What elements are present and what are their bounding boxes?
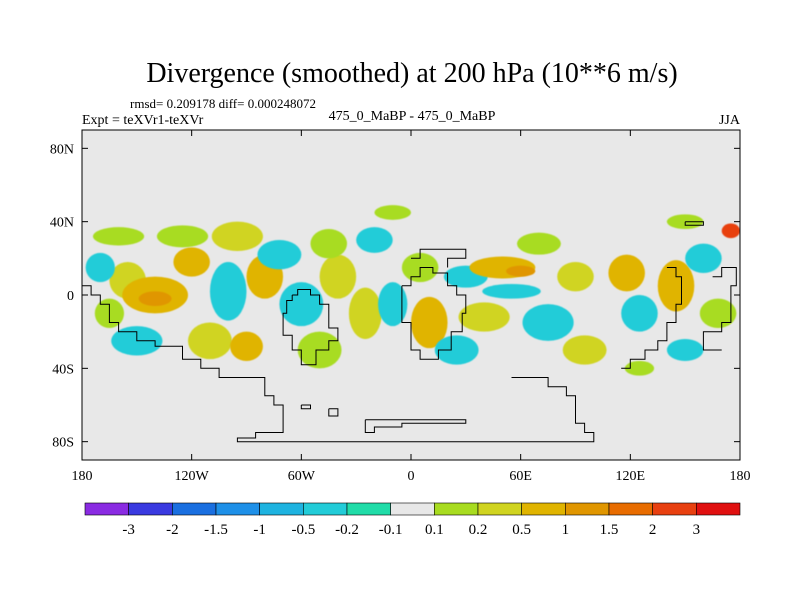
coastline — [411, 248, 467, 268]
colorbar-swatch — [477, 502, 522, 516]
field-blob — [557, 262, 594, 292]
field-blob — [356, 227, 393, 253]
field-blob — [434, 335, 479, 365]
field-blob — [411, 296, 448, 349]
field-blob — [92, 227, 145, 246]
colorbar-swatch — [172, 502, 217, 516]
field-blob — [506, 265, 536, 277]
field-blob — [608, 254, 645, 292]
y-tick-label: 40N — [50, 216, 74, 231]
colorbar-swatch — [215, 502, 260, 516]
x-tick-label: 60E — [509, 469, 532, 484]
colorbar-swatch — [565, 502, 610, 516]
colorbar-swatch — [346, 502, 391, 516]
field-blob — [279, 282, 324, 327]
colorbar-label: -3 — [122, 522, 135, 538]
coastline — [82, 285, 595, 443]
coastline — [702, 267, 737, 351]
field-blob — [562, 335, 607, 365]
coastline — [282, 289, 339, 366]
field-blob — [188, 322, 232, 360]
field-blob — [211, 221, 263, 251]
field-blob — [624, 361, 655, 376]
colorbar-swatch — [303, 502, 348, 516]
divergence-field — [85, 205, 740, 376]
colorbar-swatch — [128, 502, 173, 516]
x-tick-label: 120E — [616, 469, 646, 484]
colorbar-label: 1.5 — [600, 522, 619, 538]
field-blob — [310, 229, 348, 259]
colorbar-swatch — [652, 502, 697, 516]
field-blob — [517, 232, 561, 255]
x-tick-label: 0 — [408, 469, 415, 484]
case-label: 475_0_MaBP - 475_0_MaBP — [329, 109, 496, 124]
colorbar-swatch — [259, 502, 304, 516]
colorbar-swatch — [84, 502, 129, 516]
colorbar-swatch — [390, 502, 435, 516]
field-blob — [482, 284, 541, 299]
field-blob — [699, 298, 737, 329]
colorbar: -3 -2 -1.5 -1 -0.5 -0.2 -0.1 0.1 0.2 0.5 1 1.5 2 3 — [84, 502, 741, 538]
x-tick-label: 180 — [730, 469, 751, 484]
colorbar-swatch — [696, 502, 741, 516]
field-blob — [348, 287, 382, 340]
colorbar-swatch — [521, 502, 566, 516]
field-blob — [173, 247, 210, 277]
coastline — [401, 267, 467, 360]
coastline — [364, 419, 467, 433]
field-blob — [378, 282, 408, 327]
field-blob — [657, 260, 695, 312]
colorbar-label: -0.1 — [379, 522, 403, 538]
colorbar-label: 2 — [649, 522, 657, 538]
field-blob — [522, 304, 574, 341]
field-blob — [156, 225, 209, 248]
colorbar-label: 0.2 — [469, 522, 488, 538]
x-tick-label: 180 — [72, 469, 93, 484]
field-blob — [666, 339, 704, 361]
x-axis: 180 120W 60W 0 60E 120E 180 — [72, 130, 751, 484]
season-label: JJA — [719, 113, 741, 128]
field-blob — [721, 223, 740, 239]
field-blob — [257, 240, 302, 270]
x-tick-label: 60W — [288, 469, 316, 484]
y-axis: 80N 40N 0 40S 80S — [50, 142, 740, 451]
coastlines — [82, 221, 737, 443]
colorbar-swatch — [608, 502, 653, 516]
coastline — [328, 408, 339, 417]
coastline — [621, 267, 682, 369]
colorbar-label: 0.1 — [425, 522, 444, 538]
colorbar-label: -0.2 — [335, 522, 359, 538]
experiment-label: Expt = teXVr1-teXVr — [82, 113, 204, 128]
y-tick-label: 40S — [52, 362, 74, 377]
colorbar-label: -1 — [253, 522, 266, 538]
colorbar-label: 0.5 — [512, 522, 531, 538]
field-blob — [458, 302, 510, 332]
colorbar-label: -2 — [166, 522, 179, 538]
y-tick-label: 0 — [67, 289, 74, 304]
stats-label: rmsd= 0.209178 diff= 0.000248072 — [130, 96, 316, 111]
field-blob — [319, 254, 357, 299]
field-blob — [85, 252, 115, 283]
coastline — [684, 221, 704, 226]
field-blob — [209, 262, 247, 321]
field-blob — [685, 243, 722, 273]
y-tick-label: 80S — [52, 436, 74, 451]
y-tick-label: 80N — [50, 142, 74, 157]
field-blob — [138, 291, 172, 306]
colorbar-label: -0.5 — [291, 522, 315, 538]
colorbar-label: 1 — [562, 522, 570, 538]
chart-title: Divergence (smoothed) at 200 hPa (10**6 … — [146, 58, 677, 89]
colorbar-label: 3 — [693, 522, 701, 538]
plot-background — [82, 130, 740, 460]
x-tick-label: 120W — [175, 469, 210, 484]
coastline — [300, 404, 311, 410]
field-blob — [230, 331, 263, 362]
colorbar-label: -1.5 — [204, 522, 228, 538]
field-blob — [621, 295, 658, 332]
colorbar-swatch — [434, 502, 479, 516]
field-blob — [374, 205, 411, 220]
